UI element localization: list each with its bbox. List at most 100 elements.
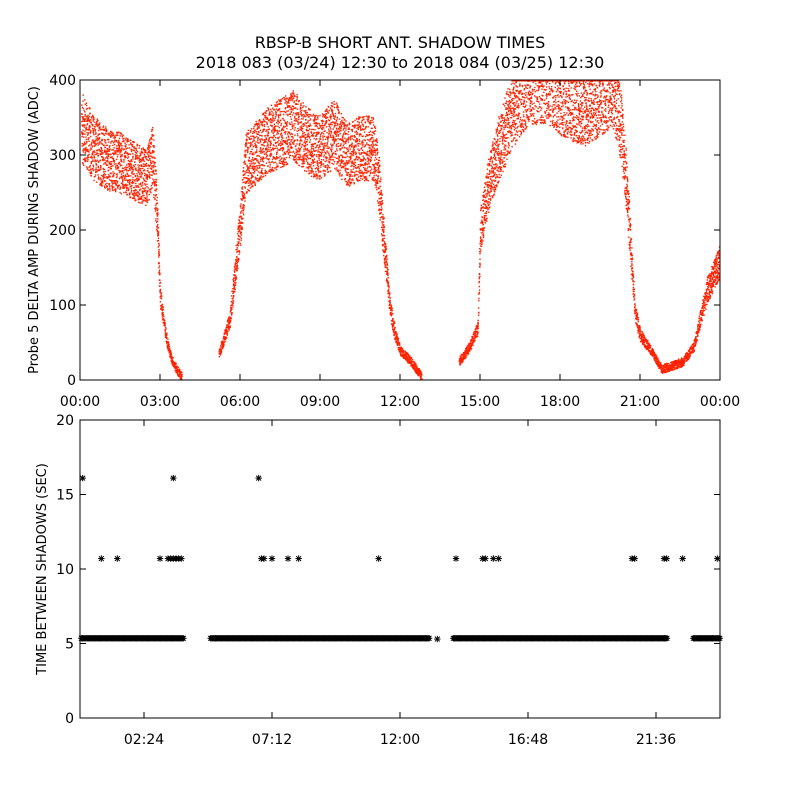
top-data-point [350, 153, 352, 155]
top-data-point [341, 119, 343, 122]
top-data-point [241, 227, 243, 229]
top-data-point [317, 141, 319, 143]
top-data-point [398, 351, 401, 353]
top-data-point [257, 178, 260, 180]
top-data-point [356, 138, 358, 140]
top-data-point [315, 173, 318, 175]
top-data-point [353, 153, 355, 155]
top-data-point [256, 167, 258, 169]
top-data-point [121, 154, 123, 156]
top-data-point [317, 151, 319, 153]
top-data-point [348, 175, 351, 178]
top-data-point [123, 191, 125, 194]
top-data-point [267, 132, 270, 134]
top-data-point [103, 175, 105, 177]
top-data-point [366, 152, 368, 155]
top-data-point [350, 161, 353, 163]
top-data-point [384, 249, 386, 251]
top-data-point [346, 174, 349, 176]
top-data-point [373, 163, 375, 166]
top-data-point [254, 142, 256, 145]
top-data-point [368, 163, 370, 165]
top-data-point [338, 165, 340, 167]
top-data-point [384, 261, 387, 263]
top-data-point [158, 272, 160, 274]
top-data-point [82, 117, 85, 119]
top-data-point [262, 130, 264, 133]
top-data-point [220, 351, 223, 353]
top-data-point [382, 238, 384, 240]
top-data-point [385, 246, 387, 248]
top-data-point [321, 143, 323, 146]
top-data-point [340, 113, 343, 115]
top-data-point [319, 175, 321, 177]
top-data-point [330, 107, 332, 109]
top-data-point [143, 169, 146, 172]
top-data-point [153, 146, 155, 149]
top-data-point [353, 163, 355, 166]
top-data-point [342, 166, 344, 168]
top-data-point [257, 139, 259, 142]
top-data-point [99, 128, 101, 130]
top-data-point [131, 149, 133, 151]
top-data-point [335, 122, 337, 124]
top-data-point [338, 111, 340, 113]
top-data-point [144, 163, 146, 166]
top-data-point [322, 143, 324, 145]
top-data-point [346, 163, 349, 165]
top-data-point [291, 155, 294, 157]
top-data-point [100, 168, 102, 171]
top-data-point [109, 132, 112, 134]
top-data-point [180, 375, 182, 377]
top-data-point [137, 164, 139, 166]
top-data-point [372, 118, 375, 120]
top-data-point [127, 147, 129, 149]
top-data-point [258, 178, 261, 181]
top-data-point [179, 368, 181, 371]
top-data-point [301, 109, 303, 112]
top-data-point [119, 149, 122, 151]
top-data-point [381, 200, 384, 202]
top-data-point [111, 182, 113, 184]
top-data-point [83, 126, 85, 128]
top-data-point [94, 151, 96, 153]
top-data-point [289, 108, 291, 111]
top-data-point [145, 190, 147, 192]
top-data-point [279, 121, 281, 123]
top-data-point [324, 165, 327, 167]
top-data-point [275, 158, 277, 160]
top-data-point [137, 170, 139, 173]
top-data-point [326, 113, 328, 115]
top-data-point [266, 110, 268, 112]
top-data-point [129, 192, 131, 195]
top-data-point [335, 138, 337, 141]
top-data-point [353, 165, 355, 168]
top-data-point [328, 158, 330, 161]
top-data-point [275, 121, 278, 124]
top-data-point [161, 295, 163, 297]
top-data-point [312, 165, 315, 167]
top-data-point [254, 162, 256, 164]
top-data-point [331, 159, 333, 161]
top-data-point [309, 125, 312, 127]
top-data-point [94, 141, 96, 144]
top-data-point [264, 114, 266, 117]
top-data-point [272, 156, 275, 158]
top-data-point [130, 185, 132, 188]
top-data-point [290, 95, 292, 97]
top-data-point [338, 112, 340, 115]
top-data-point [341, 174, 343, 176]
top-data-point [248, 169, 250, 171]
top-data-point [289, 99, 291, 101]
top-data-point [361, 129, 363, 131]
top-data-point [330, 118, 332, 120]
top-data-point [343, 151, 345, 153]
top-data-point [159, 305, 162, 307]
top-data-point [236, 248, 238, 251]
top-data-point [312, 155, 314, 157]
top-data-point [135, 186, 138, 188]
top-data-point [312, 135, 314, 137]
top-data-point [311, 153, 313, 155]
top-data-point [154, 181, 156, 183]
top-data-point [249, 184, 251, 186]
